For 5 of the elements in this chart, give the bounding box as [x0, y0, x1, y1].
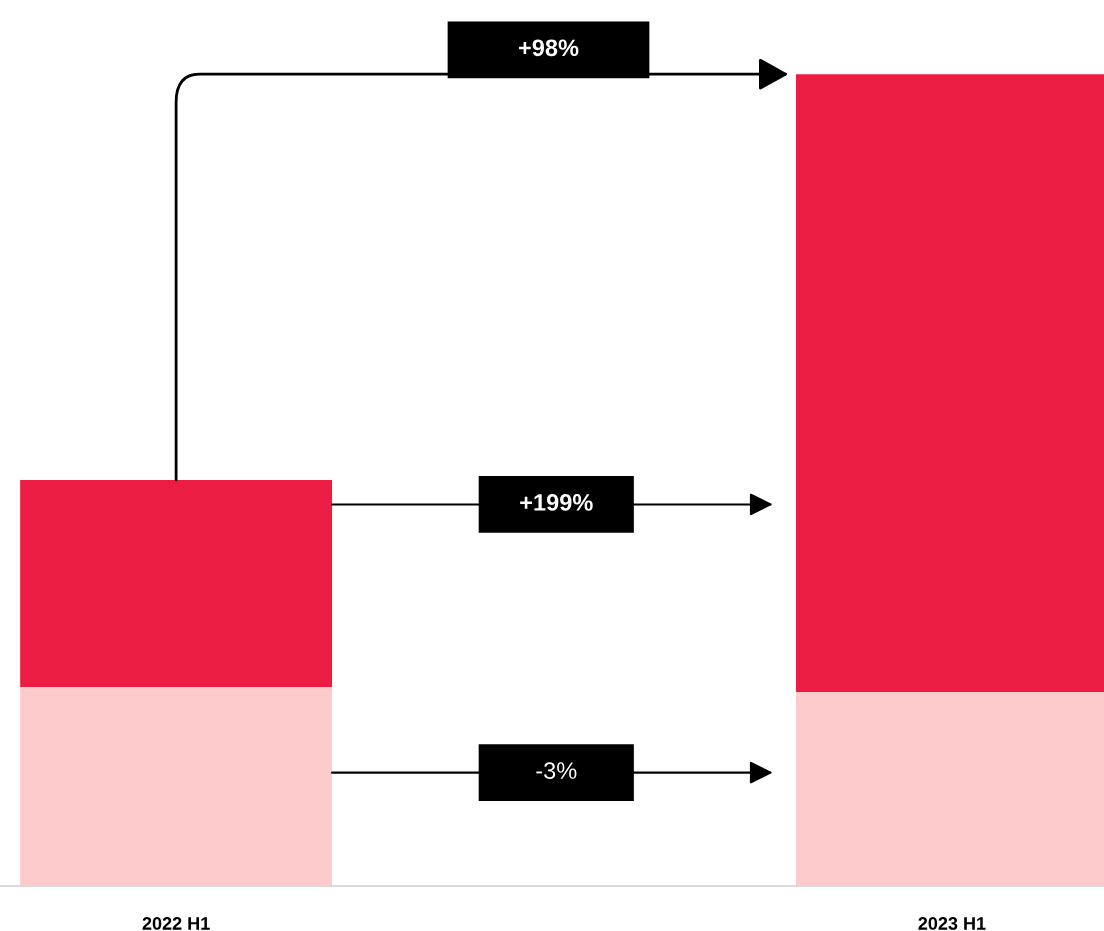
annotation: +199% [520, 494, 593, 511]
x-tick-label: 2023 H1 [918, 917, 986, 930]
text: +98% [518, 39, 579, 57]
x-tick-label: 2022 H1 [142, 917, 210, 930]
annotation: -3% [536, 762, 577, 779]
